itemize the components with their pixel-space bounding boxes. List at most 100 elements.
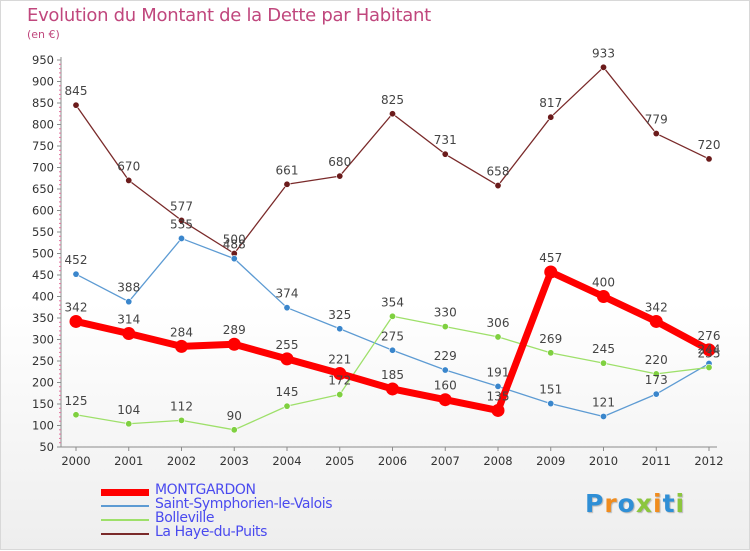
legend-swatch (101, 488, 149, 496)
data-point-saint-symphorien-le-valois (125, 298, 133, 306)
data-point-bolleville (125, 420, 133, 428)
data-label-montgardon: 255 (276, 338, 299, 352)
data-label-la-haye-du-puits: 720 (698, 138, 721, 152)
x-tick-label: 2009 (536, 454, 565, 468)
x-tick-label: 2000 (61, 454, 90, 468)
data-point-la-haye-du-puits (283, 180, 291, 188)
data-point-bolleville (705, 363, 713, 371)
legend-label: La Haye-du-Puits (155, 524, 268, 540)
data-point-montgardon (544, 265, 558, 279)
data-label-bolleville: 235 (698, 346, 721, 360)
y-tick-label: 500 (32, 247, 54, 261)
data-label-saint-symphorien-le-valois: 244 (698, 343, 721, 357)
data-label-saint-symphorien-le-valois: 121 (592, 395, 615, 409)
legend-swatch (101, 519, 149, 521)
y-tick-label: 750 (32, 139, 54, 153)
data-label-bolleville: 125 (65, 394, 88, 408)
data-point-bolleville (599, 359, 607, 367)
data-point-la-haye-du-puits (125, 176, 133, 184)
data-label-bolleville: 112 (170, 399, 193, 413)
data-point-saint-symphorien-le-valois (652, 390, 660, 398)
data-point-la-haye-du-puits (705, 155, 713, 163)
data-label-saint-symphorien-le-valois: 151 (539, 383, 562, 397)
legend-swatch (101, 533, 149, 535)
data-label-la-haye-du-puits: 661 (276, 163, 299, 177)
logo-letter: x (635, 489, 653, 518)
data-label-la-haye-du-puits: 825 (381, 93, 404, 107)
data-label-saint-symphorien-le-valois: 191 (487, 365, 510, 379)
data-point-montgardon (702, 343, 716, 357)
data-point-la-haye-du-puits (547, 113, 555, 121)
y-tick-label: 350 (32, 311, 54, 325)
data-point-saint-symphorien-le-valois (441, 366, 449, 374)
data-point-montgardon (227, 337, 241, 351)
data-label-montgardon: 221 (328, 352, 351, 366)
data-point-bolleville (652, 370, 660, 378)
x-tick-label: 2003 (220, 454, 249, 468)
y-tick-label: 450 (32, 268, 54, 282)
data-point-montgardon (333, 366, 347, 380)
data-point-montgardon (491, 403, 505, 417)
data-label-montgardon: 289 (223, 323, 246, 337)
data-label-saint-symphorien-le-valois: 229 (434, 349, 457, 363)
data-label-bolleville: 220 (645, 353, 668, 367)
proxiti-logo: Proxiti (585, 489, 685, 518)
data-point-saint-symphorien-le-valois (178, 234, 186, 242)
x-tick-label: 2002 (167, 454, 196, 468)
series-layer (69, 63, 716, 434)
logo-letter: i (675, 489, 686, 518)
data-label-bolleville: 145 (276, 385, 299, 399)
data-point-la-haye-du-puits (599, 63, 607, 71)
chart-title: Evolution du Montant de la Dette par Hab… (27, 5, 431, 26)
data-label-saint-symphorien-le-valois: 275 (381, 329, 404, 343)
data-label-saint-symphorien-le-valois: 488 (223, 238, 246, 252)
data-label-la-haye-du-puits: 680 (328, 155, 351, 169)
data-point-montgardon (69, 314, 83, 328)
data-point-bolleville (336, 391, 344, 399)
data-label-montgardon: 342 (645, 300, 668, 314)
logo-letter: o (617, 489, 636, 518)
y-tick-label: 550 (32, 225, 54, 239)
y-tick-label: 900 (32, 75, 54, 89)
logo-letter: t (662, 489, 676, 518)
data-label-montgardon: 400 (592, 276, 615, 290)
data-label-bolleville: 90 (227, 409, 242, 423)
data-label-bolleville: 172 (328, 374, 351, 388)
data-labels-layer: 845 670 577 500 661 680 825 731 658 817 933 779 720 4… (65, 46, 721, 422)
data-point-la-haye-du-puits (652, 130, 660, 138)
data-point-bolleville (178, 416, 186, 424)
data-label-montgardon: 135 (487, 389, 510, 403)
x-tick-label: 2004 (272, 454, 301, 468)
data-label-saint-symphorien-le-valois: 452 (65, 253, 88, 267)
logo-letter: P (585, 489, 605, 518)
y-tick-label: 100 (32, 419, 54, 433)
data-point-bolleville (547, 349, 555, 357)
data-label-la-haye-du-puits: 817 (539, 96, 562, 110)
data-label-la-haye-du-puits: 933 (592, 46, 615, 60)
data-point-montgardon (649, 314, 663, 328)
data-point-saint-symphorien-le-valois (283, 304, 291, 312)
x-tick-label: 2010 (589, 454, 618, 468)
legend-label: MONTGARDON (155, 482, 256, 498)
data-point-la-haye-du-puits (494, 182, 502, 190)
data-label-saint-symphorien-le-valois: 388 (117, 281, 140, 295)
data-label-la-haye-du-puits: 577 (170, 199, 193, 213)
data-point-bolleville (230, 426, 238, 434)
data-point-saint-symphorien-le-valois (388, 346, 396, 354)
x-tick-label: 2006 (378, 454, 407, 468)
x-tick-label: 2005 (325, 454, 354, 468)
y-tick-label: 400 (32, 290, 54, 304)
y-tick-label: 650 (32, 182, 54, 196)
legend-swatch (101, 505, 149, 507)
data-point-saint-symphorien-le-valois (336, 325, 344, 333)
data-point-montgardon (386, 382, 399, 396)
data-point-saint-symphorien-le-valois (230, 255, 238, 263)
y-tick-label: 250 (32, 354, 54, 368)
data-point-la-haye-du-puits (336, 172, 344, 180)
data-label-la-haye-du-puits: 500 (223, 233, 246, 247)
data-label-saint-symphorien-le-valois: 173 (645, 373, 668, 387)
y-tick-label: 200 (32, 376, 54, 390)
data-label-montgardon: 284 (170, 325, 193, 339)
